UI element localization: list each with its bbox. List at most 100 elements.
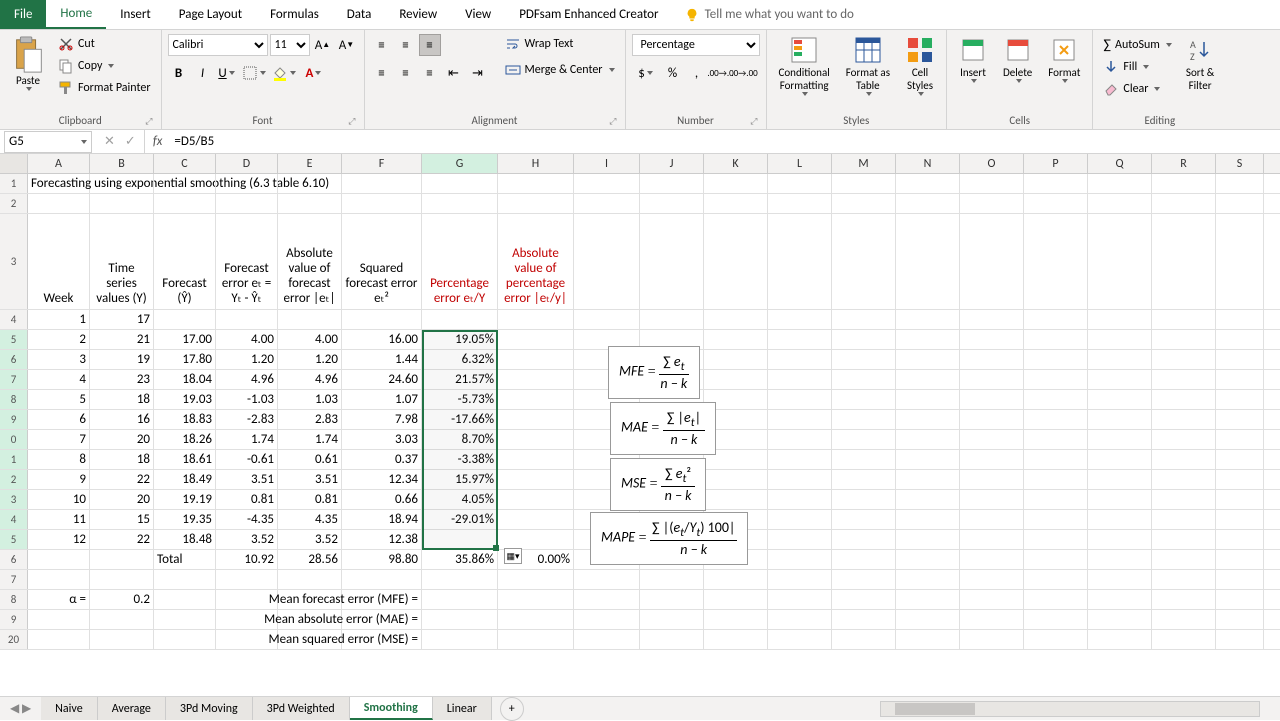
row-header[interactable]: 4 — [0, 510, 28, 529]
cell[interactable] — [498, 174, 574, 193]
cell[interactable] — [1088, 174, 1152, 193]
cell[interactable] — [1152, 410, 1216, 429]
cell[interactable]: 19 — [90, 350, 154, 369]
cell[interactable] — [704, 174, 768, 193]
accept-formula-button[interactable]: ✓ — [125, 134, 136, 149]
cell[interactable]: 1 — [28, 310, 90, 329]
cell[interactable] — [832, 570, 896, 589]
row-header[interactable]: 3 — [0, 490, 28, 509]
cell[interactable] — [704, 610, 768, 629]
cell[interactable] — [1216, 430, 1264, 449]
cell[interactable] — [498, 570, 574, 589]
cell[interactable] — [154, 610, 216, 629]
column-header-G[interactable]: G — [422, 154, 498, 173]
cell[interactable]: 15.97% — [422, 470, 498, 489]
column-header-F[interactable]: F — [342, 154, 422, 173]
cell[interactable] — [498, 430, 574, 449]
cell[interactable] — [1088, 470, 1152, 489]
cell[interactable] — [1216, 470, 1264, 489]
cell[interactable]: 7.98 — [342, 410, 422, 429]
cell[interactable] — [960, 450, 1024, 469]
cell[interactable] — [1088, 214, 1152, 309]
cell[interactable] — [1216, 490, 1264, 509]
cell[interactable] — [960, 590, 1024, 609]
column-header-C[interactable]: C — [154, 154, 216, 173]
tab-data[interactable]: Data — [333, 0, 386, 29]
cell[interactable] — [498, 470, 574, 489]
cell[interactable] — [278, 194, 342, 213]
row-header[interactable]: 9 — [0, 410, 28, 429]
tab-insert[interactable]: Insert — [106, 0, 165, 29]
cell[interactable]: 7 — [28, 430, 90, 449]
cell[interactable] — [960, 510, 1024, 529]
fx-icon[interactable]: fx — [145, 134, 171, 149]
cell[interactable] — [1024, 430, 1088, 449]
increase-decimal-button[interactable]: .00→.0 — [710, 62, 732, 84]
cell[interactable] — [768, 470, 832, 489]
cell[interactable] — [90, 610, 154, 629]
cell[interactable] — [896, 430, 960, 449]
cell[interactable] — [1088, 550, 1152, 569]
cell[interactable] — [832, 370, 896, 389]
cell[interactable] — [832, 490, 896, 509]
cell[interactable] — [1088, 330, 1152, 349]
cell[interactable]: 98.80 — [342, 550, 422, 569]
cell[interactable] — [342, 194, 422, 213]
cell[interactable] — [832, 350, 896, 369]
cell[interactable] — [1216, 390, 1264, 409]
cell[interactable] — [498, 330, 574, 349]
cell[interactable] — [832, 174, 896, 193]
cell[interactable] — [422, 630, 498, 649]
cell[interactable]: -17.66% — [422, 410, 498, 429]
cell[interactable] — [768, 350, 832, 369]
cell[interactable] — [1024, 490, 1088, 509]
cell[interactable] — [768, 550, 832, 569]
cell[interactable]: 18.26 — [154, 430, 216, 449]
cell[interactable]: 3.52 — [278, 530, 342, 549]
cell[interactable]: -0.61 — [216, 450, 278, 469]
cell[interactable] — [342, 174, 422, 193]
decrease-font-button[interactable]: A▼ — [336, 34, 358, 56]
cell[interactable] — [1024, 370, 1088, 389]
align-bottom-button[interactable]: ≡ — [419, 34, 441, 56]
sheet-tab-naive[interactable]: Naive — [41, 697, 98, 720]
cell[interactable]: 19.19 — [154, 490, 216, 509]
cell[interactable] — [960, 430, 1024, 449]
cell[interactable] — [28, 570, 90, 589]
cell[interactable] — [90, 194, 154, 213]
cell[interactable] — [896, 530, 960, 549]
autofill-options-button[interactable]: ▦▾ — [504, 548, 522, 564]
cell[interactable] — [960, 530, 1024, 549]
cell[interactable] — [1152, 550, 1216, 569]
cell[interactable]: 16 — [90, 410, 154, 429]
cell[interactable] — [640, 194, 704, 213]
cell[interactable] — [1024, 510, 1088, 529]
cell[interactable]: 0.37 — [342, 450, 422, 469]
cancel-formula-button[interactable]: ✕ — [104, 134, 115, 149]
cell[interactable]: 20 — [90, 490, 154, 509]
cell[interactable] — [1088, 490, 1152, 509]
row-header[interactable]: 7 — [0, 570, 28, 589]
column-header-N[interactable]: N — [896, 154, 960, 173]
cell[interactable] — [960, 390, 1024, 409]
cell[interactable] — [1216, 410, 1264, 429]
align-center-button[interactable]: ≡ — [395, 62, 417, 84]
cell[interactable] — [574, 610, 640, 629]
cell[interactable] — [896, 550, 960, 569]
cell[interactable] — [1152, 310, 1216, 329]
cell[interactable] — [90, 550, 154, 569]
cell[interactable]: Forecasting using exponential smoothing … — [28, 174, 90, 193]
column-header-M[interactable]: M — [832, 154, 896, 173]
tab-review[interactable]: Review — [385, 0, 451, 29]
cell[interactable]: 3.51 — [278, 470, 342, 489]
cell[interactable] — [896, 390, 960, 409]
cell[interactable]: Mean absolute error (MAE) = — [342, 610, 422, 629]
cell[interactable]: 1.07 — [342, 390, 422, 409]
row-header[interactable]: 7 — [0, 370, 28, 389]
tab-view[interactable]: View — [451, 0, 505, 29]
cell[interactable] — [1216, 214, 1264, 309]
cell[interactable] — [278, 310, 342, 329]
cell[interactable]: 18.49 — [154, 470, 216, 489]
cell[interactable] — [768, 174, 832, 193]
cell[interactable] — [574, 174, 640, 193]
